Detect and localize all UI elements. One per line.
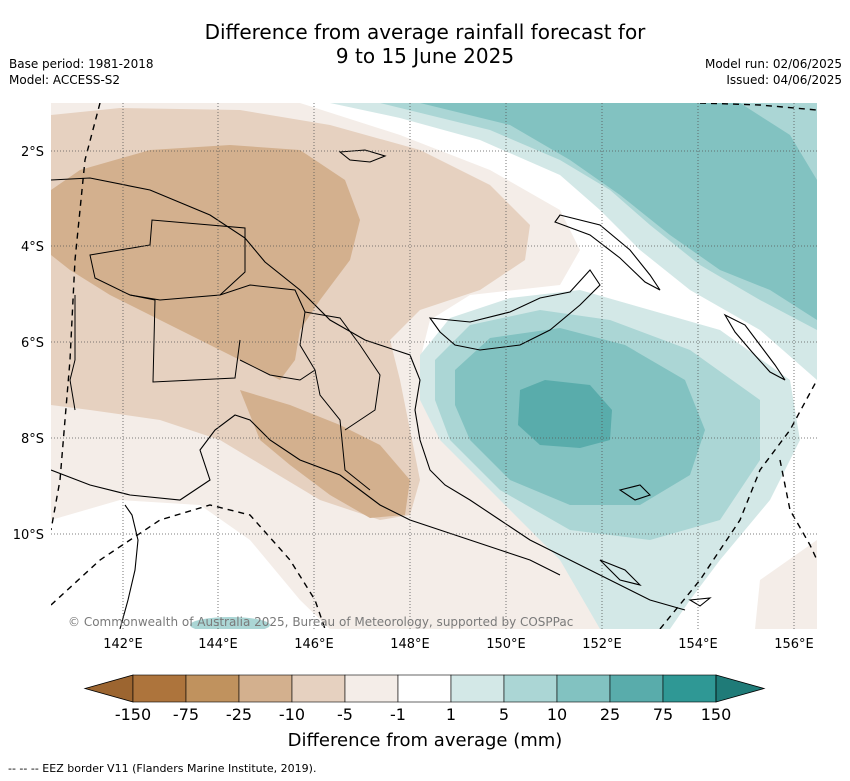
lat-label: 4°S bbox=[21, 240, 44, 255]
meta-left: Base period: 1981-2018 Model: ACCESS-S2 bbox=[9, 56, 154, 88]
eez-footnote: -- -- -- EEZ border V11 (Flanders Marine… bbox=[8, 762, 317, 775]
colorbar-tick-label: 25 bbox=[600, 705, 620, 724]
lat-label: 8°S bbox=[21, 432, 44, 447]
near-average-southwest bbox=[51, 500, 330, 629]
colorbar-tick-label: 10 bbox=[547, 705, 567, 724]
anomaly-field bbox=[51, 103, 817, 629]
colorbar-segment bbox=[503, 674, 558, 703]
eez-south bbox=[51, 504, 326, 629]
title-line-2: 9 to 15 June 2025 bbox=[335, 44, 515, 68]
colorbar-segment bbox=[132, 674, 187, 703]
copyright-notice: © Commonwealth of Australia 2025, Bureau… bbox=[68, 615, 573, 629]
colorbar-tick-label: -75 bbox=[173, 705, 199, 724]
colorbar-segment bbox=[662, 674, 717, 703]
colorbar-segment bbox=[185, 674, 240, 703]
colorbar-tick-label: -25 bbox=[226, 705, 252, 724]
colorbar-tick-label: -1 bbox=[390, 705, 406, 724]
colorbar-segment bbox=[450, 674, 505, 703]
lat-label: 10°S bbox=[13, 528, 44, 543]
colorbar-segment bbox=[291, 674, 346, 703]
new-britain bbox=[428, 269, 601, 351]
bougainville bbox=[723, 313, 786, 381]
mainland-dry-10-south bbox=[240, 390, 410, 518]
mainland-dry-10 bbox=[51, 145, 360, 380]
lon-label: 142°E bbox=[103, 637, 143, 652]
colorbar: -150 -75 -25 -10 -5 -1 1 5 10 25 75 150 bbox=[83, 674, 766, 724]
model-name: Model: ACCESS-S2 bbox=[9, 73, 121, 87]
colorbar-segment bbox=[344, 674, 399, 703]
colorbar-tick-label: -150 bbox=[115, 705, 151, 724]
province-borders bbox=[69, 219, 381, 491]
eez-borders bbox=[51, 103, 817, 629]
lon-label: 146°E bbox=[294, 637, 334, 652]
colorbar-segment bbox=[609, 674, 664, 703]
cape-york bbox=[119, 504, 139, 629]
eez-east-south bbox=[779, 459, 817, 561]
southeast-dry bbox=[755, 540, 817, 629]
colorbar-segment bbox=[397, 674, 452, 703]
lon-label: 144°E bbox=[198, 637, 238, 652]
issued-date: Issued: 04/06/2025 bbox=[726, 73, 842, 87]
lon-label: 152°E bbox=[582, 637, 622, 652]
new-ireland bbox=[554, 214, 661, 291]
central-wet-25 bbox=[518, 380, 612, 448]
gridlines bbox=[51, 103, 817, 629]
lat-label: 2°S bbox=[21, 145, 44, 160]
map-title: Difference from average rainfall forecas… bbox=[0, 20, 850, 68]
colorbar-tick-label: 75 bbox=[653, 705, 673, 724]
colorbar-tick-label: 5 bbox=[499, 705, 509, 724]
manus-island bbox=[338, 149, 387, 163]
lat-label: 6°S bbox=[21, 336, 44, 351]
eez-north-east bbox=[699, 103, 817, 111]
eez-west bbox=[51, 103, 101, 531]
colorbar-extend-low bbox=[83, 674, 134, 703]
base-period: Base period: 1981-2018 bbox=[9, 57, 154, 71]
lon-label: 156°E bbox=[774, 637, 814, 652]
colorbar-tick-label: 150 bbox=[701, 705, 732, 724]
islands-east bbox=[599, 484, 712, 607]
colorbar-tick-label: -10 bbox=[279, 705, 305, 724]
colorbar-tick-label: 1 bbox=[446, 705, 456, 724]
colorbar-extend-high bbox=[715, 674, 766, 703]
meta-right: Model run: 02/06/2025 Issued: 04/06/2025 bbox=[705, 56, 842, 88]
lon-label: 150°E bbox=[486, 637, 526, 652]
colorbar-tick-label: -5 bbox=[337, 705, 353, 724]
colorbar-segment bbox=[238, 674, 293, 703]
new-guinea-south-coast bbox=[51, 414, 561, 576]
new-guinea-north-coast bbox=[51, 177, 686, 611]
lon-label: 154°E bbox=[678, 637, 718, 652]
model-run: Model run: 02/06/2025 bbox=[704, 57, 842, 71]
northeast-wet-10 bbox=[420, 103, 817, 320]
title-line-1: Difference from average rainfall forecas… bbox=[204, 20, 646, 44]
longitude-labels: 142°E 144°E 146°E 148°E 150°E 152°E 154°… bbox=[103, 637, 814, 652]
colorbar-segment bbox=[556, 674, 611, 703]
lon-label: 148°E bbox=[390, 637, 430, 652]
south-patch bbox=[190, 617, 270, 629]
coastlines bbox=[51, 149, 786, 629]
latitude-labels: 2°S 4°S 6°S 8°S 10°S bbox=[13, 145, 44, 543]
colorbar-label: Difference from average (mm) bbox=[287, 730, 563, 751]
